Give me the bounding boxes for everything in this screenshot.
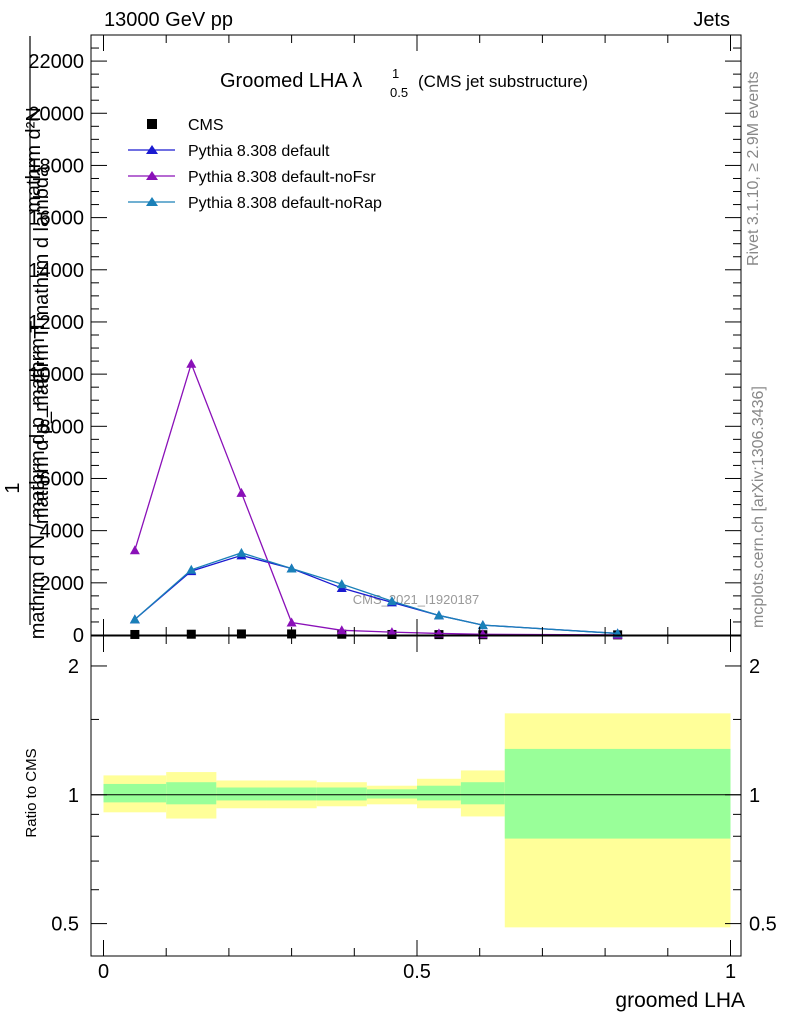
series-2-point — [386, 627, 397, 637]
y-tick-label: 4000 — [40, 521, 85, 543]
series-3-point — [186, 564, 197, 574]
y-tick-label: 10000 — [28, 364, 84, 386]
ratio-plot-panel: 0.5 0.5 1 1 2 2 0 0.5 1 groomed LHA Ratio to CMS — [23, 635, 777, 1012]
ratio-y-tick-label-right: 1 — [749, 785, 760, 807]
y-tick-label: 6000 — [40, 468, 85, 490]
ratio-stat-band — [417, 785, 461, 801]
legend: CMS Pythia 8.308 default Pythia 8.308 defa… — [128, 117, 382, 212]
ratio-y-tick-label: 1 — [68, 785, 79, 807]
chart-title: Groomed LHA λ — [220, 70, 362, 92]
y-tick-label: 2000 — [40, 573, 85, 595]
y-tick-label: 8000 — [40, 416, 85, 438]
ratio-stat-band — [166, 782, 217, 805]
x-axis-label: groomed LHA — [615, 989, 745, 1012]
series-2-point — [236, 487, 247, 497]
legend-entry-label: Pythia 8.308 default-noFsr — [188, 169, 376, 186]
series-3-point — [336, 579, 347, 589]
watermark-label: CMS_2021_I1920187 — [353, 592, 480, 607]
ratio-y-tick-label-right: 2 — [749, 656, 760, 678]
ratio-stat-band — [266, 787, 317, 801]
series-2-point — [129, 545, 140, 555]
ratio-y-tick-label: 2 — [68, 656, 79, 678]
series-2-point — [186, 358, 197, 368]
y-axis-label-line: 1 — [2, 482, 24, 493]
y-tick-label: 20000 — [28, 103, 84, 125]
x-tick-label: 0 — [98, 961, 109, 983]
legend-entry-label: CMS — [188, 117, 224, 134]
series-3-point — [236, 547, 247, 557]
series-3-point — [286, 563, 297, 573]
series-3-point — [386, 596, 397, 606]
header-process: 13000 GeV pp — [104, 9, 233, 31]
y-axis-label-line: mathrm d²N — [23, 107, 45, 213]
cms-data-point — [236, 629, 246, 639]
title-subscript: 0.5 — [390, 85, 408, 100]
legend-marker-square — [147, 119, 157, 129]
y-tick-label: 18000 — [28, 155, 84, 177]
ratio-stat-band — [216, 787, 267, 801]
ratio-y-tick-label-right: 0.5 — [749, 914, 777, 936]
ratio-stat-band — [316, 787, 367, 801]
cms-data-point — [130, 629, 140, 639]
ratio-stat-band — [366, 789, 417, 799]
legend-entry-label: Pythia 8.308 default-noRap — [188, 195, 382, 212]
ratio-stat-band — [103, 783, 167, 803]
main-plot-panel: CMS_2021_I1920187 0 2000 4000 6000 8000 10000… — [28, 34, 742, 647]
ratio-stat-band — [460, 782, 505, 805]
ratio-frame — [90, 635, 742, 957]
y-tick-label: 0 — [73, 625, 84, 647]
y-tick-label: 22000 — [28, 51, 84, 73]
ratio-stat-band — [504, 748, 731, 839]
legend-marker-triangle — [146, 145, 158, 154]
legend-marker-triangle — [146, 197, 158, 206]
series-2-point — [286, 617, 297, 627]
series-3-point — [433, 610, 444, 620]
x-tick-label: 0.5 — [403, 961, 431, 983]
series-3-point — [477, 620, 488, 630]
legend-marker-triangle — [146, 171, 158, 180]
ratio-y-tick-label: 0.5 — [51, 914, 79, 936]
header-category: Jets — [693, 9, 730, 31]
y-tick-label: 12000 — [28, 312, 84, 334]
y-tick-label: 16000 — [28, 208, 84, 230]
cms-data-point — [186, 629, 196, 639]
chart-subtitle: (CMS jet substructure) — [418, 72, 588, 91]
y-axis-label-line: mathrm d p_mathrm T mathrm d lambda — [31, 165, 53, 524]
x-tick-label: 1 — [725, 961, 736, 983]
series-3-point — [129, 614, 140, 624]
legend-entry-label: Pythia 8.308 default — [188, 143, 330, 160]
y-tick-label: 14000 — [28, 260, 84, 282]
ratio-y-axis-label: Ratio to CMS — [23, 748, 40, 837]
title-superscript: 1 — [392, 66, 399, 81]
series-2-point — [336, 625, 347, 635]
y-axis-label-line: mathrm d N / mathrm d p_mathrm T — [27, 321, 49, 640]
